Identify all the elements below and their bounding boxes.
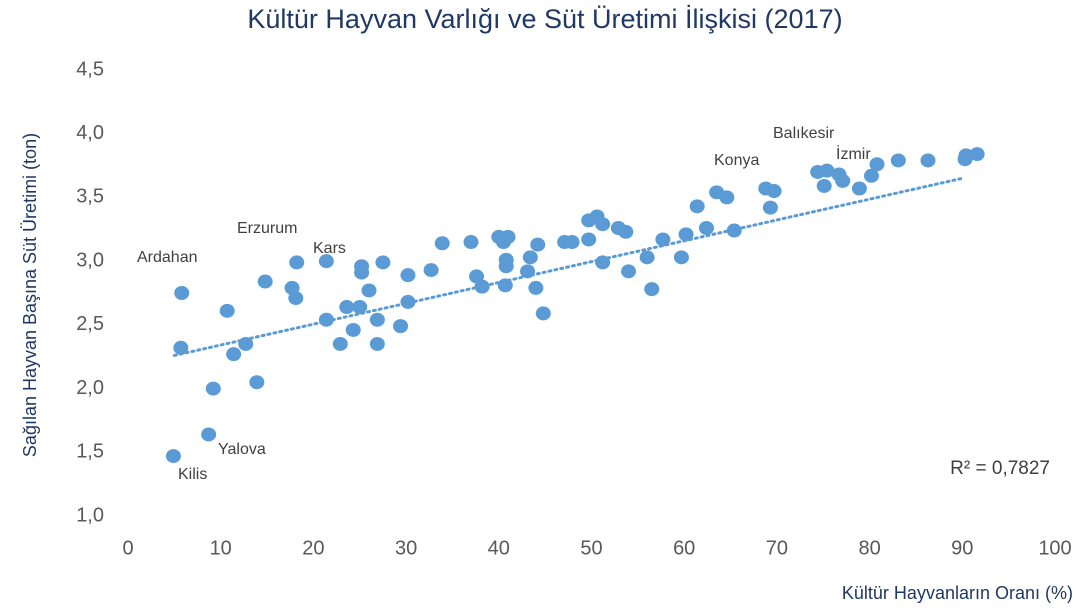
- point: [226, 347, 242, 362]
- point: [201, 427, 217, 442]
- point: [369, 312, 385, 327]
- point: [530, 237, 546, 252]
- point: [332, 336, 348, 351]
- point: [257, 274, 273, 289]
- point: [673, 250, 689, 265]
- point: [165, 449, 181, 464]
- point: [851, 181, 867, 196]
- x-tick-label: 50: [580, 537, 602, 559]
- point: [318, 312, 334, 327]
- point: [434, 236, 450, 251]
- point: [869, 157, 885, 172]
- point: [249, 375, 265, 390]
- point: [375, 255, 391, 270]
- point: [463, 235, 479, 250]
- point: [835, 173, 851, 188]
- annotation: Balıkesir: [773, 125, 835, 142]
- point: [920, 153, 936, 168]
- point: [400, 268, 416, 283]
- x-tick-label: 10: [210, 537, 232, 559]
- annotation: Kars: [313, 240, 346, 257]
- x-tick-label: 60: [673, 537, 695, 559]
- annotation: Konya: [714, 152, 759, 169]
- point: [762, 200, 778, 215]
- point: [400, 294, 416, 309]
- point: [345, 322, 361, 337]
- y-axis-label: Sağılan Hayvan Başına Süt Üretimi (ton): [20, 133, 40, 457]
- point: [655, 232, 671, 247]
- x-tick-label: 40: [488, 537, 510, 559]
- y-tick-label: 2,0: [76, 377, 104, 399]
- point: [238, 336, 254, 351]
- x-axis-label: Kültür Hayvanların Oranı (%): [842, 583, 1073, 603]
- point: [719, 190, 735, 205]
- x-tick-label: 100: [1038, 537, 1071, 559]
- x-tick-label: 70: [766, 537, 788, 559]
- point: [595, 217, 611, 232]
- point: [474, 279, 490, 294]
- point: [678, 227, 694, 242]
- point: [564, 235, 580, 250]
- point: [369, 336, 385, 351]
- annotation: İzmir: [836, 144, 871, 163]
- point: [816, 178, 832, 193]
- y-tick-label: 2,5: [76, 313, 104, 335]
- y-tick-label: 4,0: [76, 122, 104, 144]
- point: [423, 263, 439, 278]
- point: [819, 163, 835, 178]
- point: [863, 168, 879, 183]
- point: [352, 300, 368, 315]
- point: [498, 259, 514, 274]
- x-tick-label: 30: [395, 537, 417, 559]
- point: [289, 255, 305, 270]
- annotation: R² = 0,7827: [950, 458, 1050, 479]
- point: [520, 264, 536, 279]
- point: [219, 303, 235, 318]
- point: [726, 223, 742, 238]
- point: [969, 147, 985, 162]
- annotation: Ardahan: [137, 249, 198, 266]
- point: [528, 280, 544, 295]
- annotation: Kilis: [178, 466, 207, 483]
- point: [890, 153, 906, 168]
- point: [581, 232, 597, 247]
- point: [957, 152, 973, 167]
- x-tick-label: 0: [122, 537, 133, 559]
- trendline: [172, 176, 964, 357]
- point: [766, 184, 782, 199]
- y-tick-label: 3,5: [76, 186, 104, 208]
- x-tick-label: 20: [302, 537, 324, 559]
- point: [173, 340, 189, 355]
- point: [361, 283, 377, 298]
- point: [639, 250, 655, 265]
- annotation: Erzurum: [237, 220, 297, 237]
- chart-title: Kültür Hayvan Varlığı ve Süt Üretimi İli…: [247, 3, 842, 34]
- point: [288, 291, 304, 306]
- point: [393, 319, 409, 334]
- x-tick-label: 90: [951, 537, 973, 559]
- x-tick-label: 80: [858, 537, 880, 559]
- point: [205, 381, 221, 396]
- point: [535, 306, 551, 321]
- y-tick-label: 1,5: [76, 441, 104, 463]
- point: [318, 254, 334, 269]
- point: [522, 250, 538, 265]
- annotation: Yalova: [218, 441, 266, 458]
- point: [497, 278, 513, 293]
- point: [698, 221, 714, 236]
- point: [354, 265, 370, 280]
- y-tick-label: 4,5: [76, 58, 104, 80]
- point: [621, 264, 637, 279]
- point: [644, 282, 660, 297]
- y-tick-label: 3,0: [76, 249, 104, 271]
- point: [339, 300, 355, 315]
- y-tick-label: 1,0: [76, 504, 104, 526]
- point: [595, 255, 611, 270]
- point: [618, 224, 634, 239]
- point: [500, 229, 516, 244]
- point: [689, 199, 705, 214]
- point: [174, 286, 190, 300]
